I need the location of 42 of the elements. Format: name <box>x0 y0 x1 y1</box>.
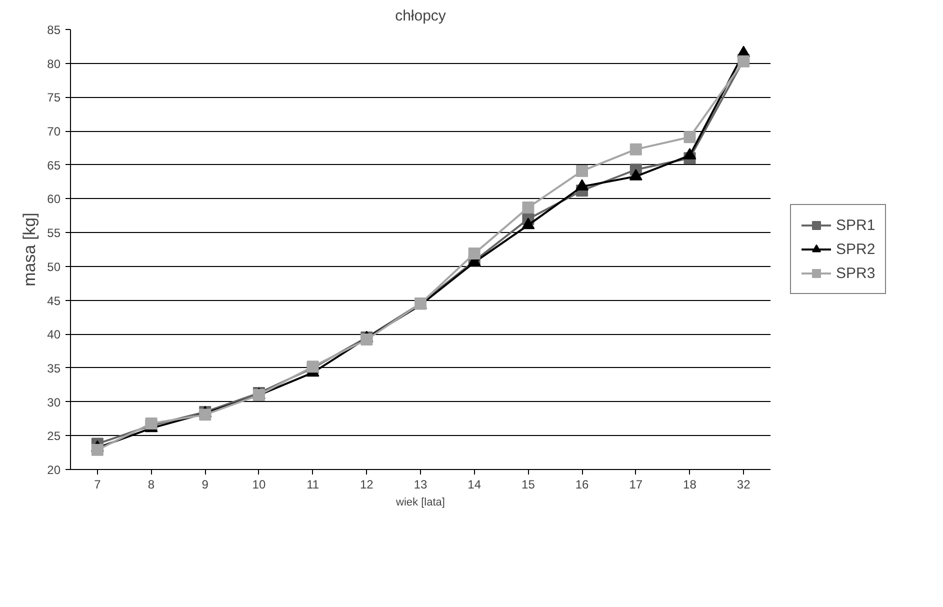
point <box>199 408 212 421</box>
point <box>684 131 696 144</box>
x-tick-label: 17 <box>629 478 643 492</box>
point <box>576 164 588 177</box>
y-tick-label: 75 <box>47 90 61 105</box>
point <box>468 248 480 260</box>
x-tick-label: 14 <box>468 478 482 492</box>
point <box>91 444 104 456</box>
x-tick-label: 16 <box>575 478 590 492</box>
y-tick-label: 55 <box>47 226 61 240</box>
x-tick-label: 18 <box>683 478 697 492</box>
y-tick-label: 65 <box>47 158 61 172</box>
x-tick-label: 12 <box>360 478 374 492</box>
x-tick-label: 10 <box>252 478 266 492</box>
point <box>522 202 534 214</box>
x-tick-label: 9 <box>202 478 209 492</box>
y-tick-label: 85 <box>47 23 61 37</box>
legend-label: SPR3 <box>836 264 876 282</box>
y-tick-label: 60 <box>47 192 61 206</box>
y-tick-label: 45 <box>47 294 61 308</box>
legend-label: SPR2 <box>836 240 876 258</box>
point <box>145 417 158 430</box>
y-tick-label: 50 <box>47 260 61 274</box>
y-tick-label: 40 <box>47 328 61 342</box>
point <box>630 143 642 156</box>
x-axis-title: wiek [lata] <box>395 496 445 508</box>
y-tick-label: 30 <box>47 395 61 410</box>
legend-label: SPR1 <box>836 216 876 234</box>
y-tick-label: 20 <box>47 463 61 477</box>
chart-title: chłopcy <box>395 8 446 24</box>
x-tick-label: 8 <box>148 478 155 492</box>
x-tick-label: 11 <box>306 478 320 492</box>
y-tick-label: 80 <box>47 56 61 71</box>
y-tick-label: 70 <box>47 124 61 139</box>
x-tick-label: 7 <box>94 478 102 492</box>
x-tick-label: 32 <box>736 478 751 492</box>
point <box>360 334 373 346</box>
x-tick-label: 15 <box>522 478 536 492</box>
y-tick-label: 35 <box>47 361 61 376</box>
y-axis-title: masa [kg] <box>20 212 40 286</box>
x-tick-label: 13 <box>414 478 428 492</box>
y-tick-label: 25 <box>47 429 61 444</box>
